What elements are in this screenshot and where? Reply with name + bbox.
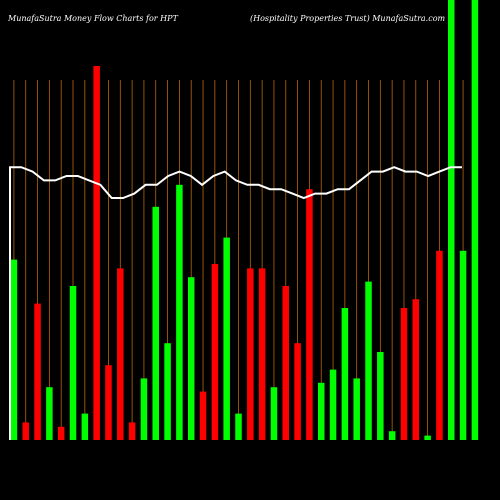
bar-5 [57,426,65,440]
bar-24 [282,286,290,440]
bar-7 [81,413,89,440]
bar-13 [152,206,159,440]
bar-8 [93,66,100,440]
bar-27 [317,382,325,440]
bars [10,0,479,440]
bar-22 [258,268,266,440]
bar-28 [329,369,337,440]
bar-16 [187,277,195,440]
bar-9 [105,365,112,440]
bar-25 [294,343,301,440]
bar-30 [353,378,360,440]
bar-29 [341,308,349,440]
bar-31 [365,281,372,440]
money-flow-line [9,166,462,440]
bar-15 [176,184,183,440]
bar-35 [412,299,420,440]
bar-32 [377,352,384,440]
chart-title: MunafaSutra Money Flow Charts for HPT [8,14,178,23]
bar-17 [199,391,207,440]
bar-33 [388,431,396,440]
bar-36 [424,435,431,440]
bar-3 [34,303,41,440]
bar-11 [128,422,136,440]
bar-6 [69,286,77,440]
bar-14 [164,343,171,440]
bar-20 [235,413,242,440]
bar-19 [223,237,230,440]
bar-12 [140,378,148,440]
bar-2 [22,422,29,440]
chart-subtitle: (Hospitality Properties Trust) MunafaSut… [250,14,446,23]
bar-1 [10,259,18,440]
bar-39 [459,250,467,440]
bar-34 [400,308,408,440]
bar-18 [211,264,219,440]
bar-38 [448,0,455,440]
bar-23 [270,387,278,440]
bar-40 [471,0,479,440]
bar-26 [306,189,313,440]
bar-37 [436,250,443,440]
bar-10 [117,268,124,440]
bar-21 [247,268,254,440]
bar-4 [46,387,53,440]
